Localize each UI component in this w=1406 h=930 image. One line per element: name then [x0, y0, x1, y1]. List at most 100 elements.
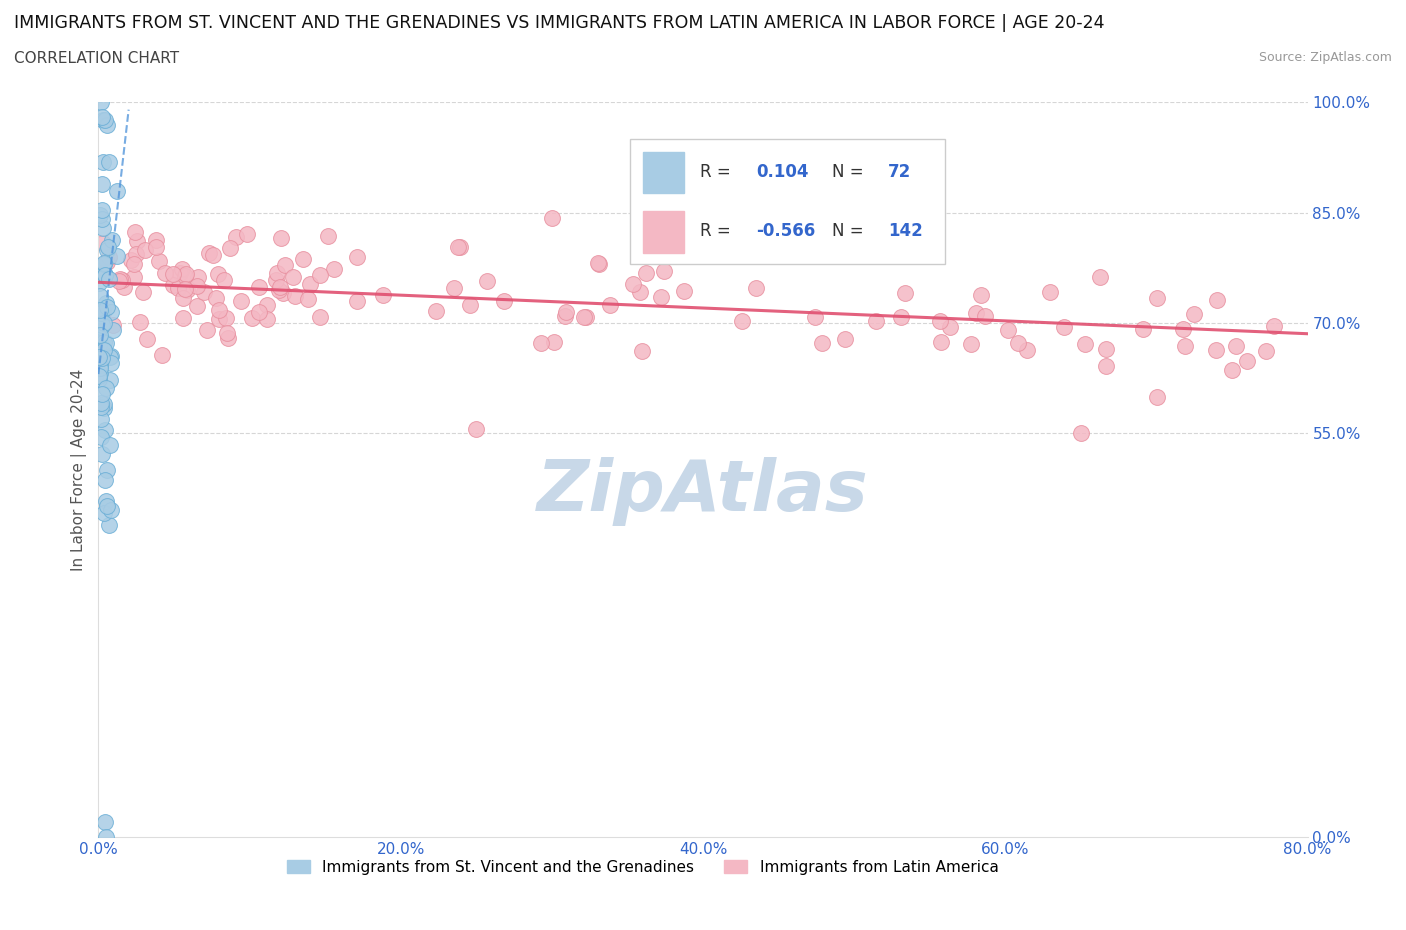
Point [447, 240, 470, 255]
Point [114, 279, 136, 294]
Point [309, 268, 332, 283]
Point [148, 254, 170, 269]
Point [97, 240, 120, 255]
Point [599, 298, 621, 312]
Point [94, 494, 117, 509]
Point [89, 327, 111, 342]
Point [193, 285, 215, 299]
Point [425, 303, 447, 318]
Point [266, 265, 288, 280]
Point [197, 246, 219, 260]
Point [173, 269, 195, 284]
Point [90, 411, 112, 426]
Point [894, 286, 917, 300]
Point [284, 288, 307, 303]
Point [1206, 293, 1229, 308]
Point [269, 279, 291, 294]
Point [256, 298, 278, 312]
Point [1225, 339, 1247, 353]
Point [89, 336, 111, 351]
Point [236, 227, 259, 242]
Point [170, 262, 193, 277]
Point [91, 212, 114, 227]
Point [87, 371, 110, 386]
Point [621, 276, 644, 291]
Point [100, 356, 122, 371]
Point [98, 373, 121, 388]
Point [97, 271, 120, 286]
Text: IMMIGRANTS FROM ST. VINCENT AND THE GRENADINES VS IMMIGRANTS FROM LATIN AMERICA : IMMIGRANTS FROM ST. VINCENT AND THE GREN… [14, 14, 1105, 32]
Point [172, 291, 194, 306]
Point [631, 344, 654, 359]
Point [225, 230, 247, 245]
Point [94, 268, 117, 283]
Point [91, 351, 114, 365]
Point [111, 272, 134, 287]
Point [298, 276, 321, 291]
Point [90, 306, 112, 321]
Point [965, 306, 987, 321]
Point [264, 272, 287, 287]
Point [124, 224, 146, 239]
Point [745, 280, 768, 295]
Point [316, 229, 339, 244]
Text: ZipAtlas: ZipAtlas [537, 458, 869, 526]
Point [94, 815, 117, 830]
Point [588, 257, 610, 272]
Point [166, 280, 188, 295]
Point [162, 267, 184, 282]
Point [572, 310, 595, 325]
Point [93, 342, 115, 357]
Point [543, 335, 565, 350]
Point [96, 255, 118, 270]
Point [91, 302, 114, 317]
Point [458, 298, 481, 312]
Point [804, 310, 827, 325]
Point [1254, 343, 1277, 358]
Point [96, 118, 118, 133]
Point [208, 312, 231, 326]
Point [650, 289, 672, 304]
Point [94, 296, 117, 311]
Point [575, 310, 598, 325]
Point [87, 350, 110, 365]
Point [93, 255, 115, 270]
Point [586, 256, 609, 271]
Point [443, 280, 465, 295]
Point [274, 258, 297, 272]
Point [132, 285, 155, 299]
Point [129, 314, 152, 329]
Point [90, 95, 112, 110]
Point [98, 250, 121, 265]
Point [636, 265, 658, 280]
Point [1017, 343, 1039, 358]
Point [134, 243, 156, 258]
Point [98, 518, 121, 533]
Point [162, 277, 184, 292]
Point [1088, 270, 1111, 285]
Point [93, 257, 115, 272]
Point [135, 331, 157, 346]
Point [101, 322, 124, 337]
Point [90, 386, 112, 401]
Point [373, 287, 395, 302]
Point [96, 498, 118, 513]
Point [89, 208, 111, 223]
Point [103, 318, 125, 333]
Point [105, 249, 128, 264]
Point [121, 253, 143, 268]
Point [155, 266, 177, 281]
Point [672, 283, 695, 298]
Point [1182, 306, 1205, 321]
Point [91, 446, 114, 461]
Point [93, 422, 115, 437]
Point [346, 249, 368, 264]
Point [93, 113, 115, 127]
Point [100, 502, 122, 517]
Point [91, 221, 114, 236]
Point [186, 299, 208, 314]
Point [217, 330, 239, 345]
Point [554, 309, 576, 324]
Point [186, 279, 208, 294]
Point [145, 239, 167, 254]
